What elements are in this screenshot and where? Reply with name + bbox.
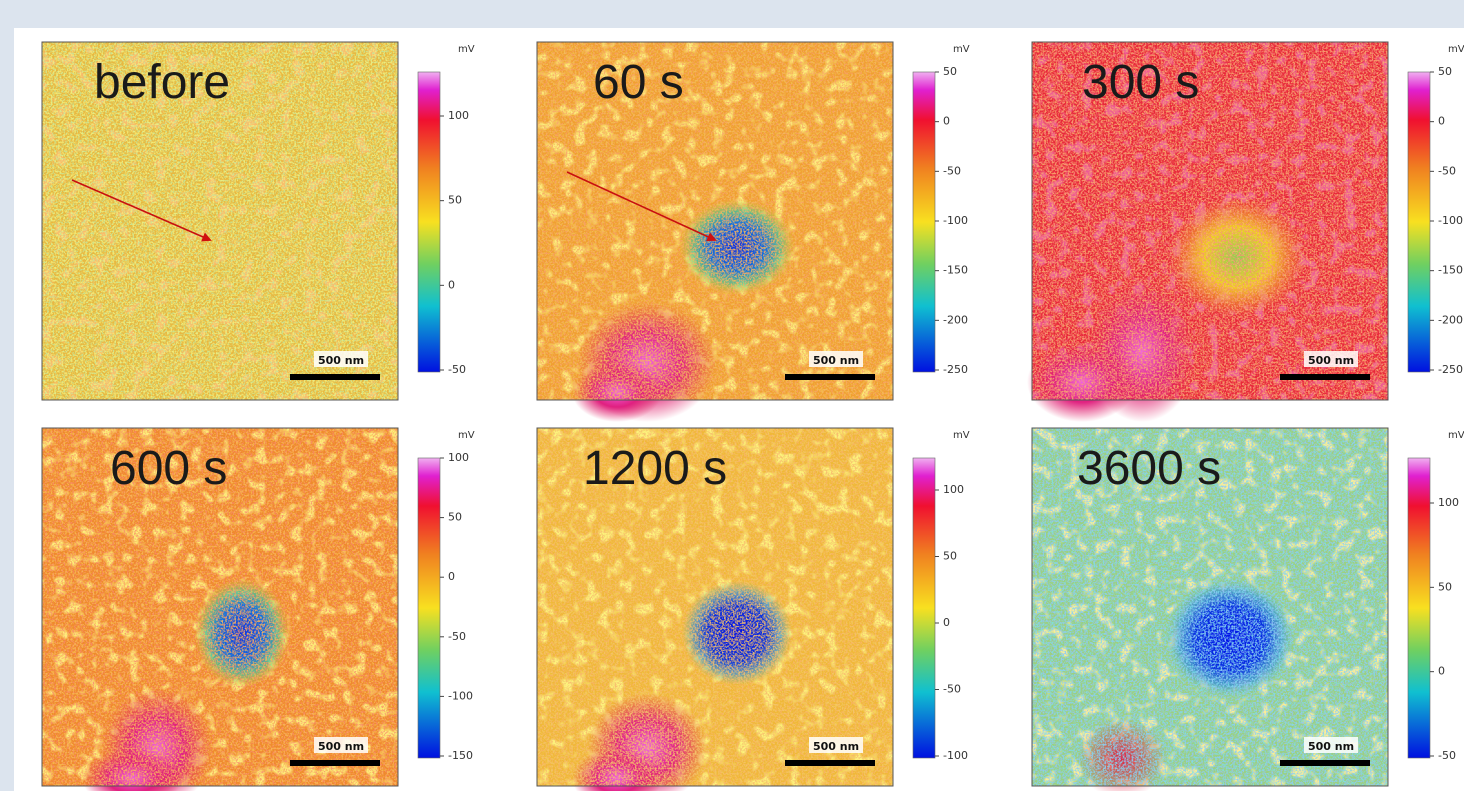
panel-label: before <box>94 56 230 109</box>
colorbar-tick-label: 50 <box>943 550 957 563</box>
speckle <box>537 428 893 786</box>
colorbar-tick-label: 50 <box>448 194 462 207</box>
colorbar <box>1407 457 1431 759</box>
colorbar-tick-label: -100 <box>448 689 473 702</box>
scale-bar <box>290 374 380 380</box>
colorbar-tick-label: 100 <box>448 109 469 122</box>
scale-bar <box>290 760 380 766</box>
panel-label: 600 s <box>110 442 227 495</box>
scale-bar <box>785 760 875 766</box>
colorbar-tick-label: 0 <box>448 570 455 583</box>
speckle <box>42 428 398 786</box>
colorbar-tick-label: -150 <box>943 264 968 277</box>
colorbar-tick-label: -50 <box>943 683 961 696</box>
colorbar <box>1407 71 1431 373</box>
colorbar <box>417 457 441 759</box>
colorbar-tick-label: -100 <box>943 749 968 762</box>
speckle <box>1032 42 1388 400</box>
scale-bar <box>785 374 875 380</box>
panel: 1200 s 500 nm mV 100 50 0 -50 -100 <box>536 427 970 791</box>
map-frame <box>41 41 399 401</box>
map-frame <box>536 41 894 401</box>
panel: 600 s 500 nm mV 100 50 0 -50 -100 -150 <box>41 427 475 791</box>
arrow <box>566 171 717 242</box>
colorbar-tick-label: -50 <box>448 363 466 376</box>
scale-bar-label-bg <box>314 737 368 753</box>
map-frame <box>1031 41 1389 401</box>
panel-label: 1200 s <box>583 442 727 495</box>
colorbar-tick-label: 0 <box>448 278 455 291</box>
scale-bar-label-bg <box>809 351 863 367</box>
colorbar-tick-label: 50 <box>1438 580 1452 593</box>
colorbar-tick-label: -250 <box>943 363 968 376</box>
colorbar <box>912 71 936 373</box>
potential-map <box>41 427 399 791</box>
colorbar-tick-label: 100 <box>943 483 964 496</box>
scale-bar-label: 500 nm <box>813 354 859 367</box>
colorbar-tick-label: 0 <box>1438 665 1445 678</box>
potential-map <box>1031 427 1389 791</box>
colorbar-unit: mV <box>1448 44 1464 55</box>
colorbar <box>417 71 441 373</box>
colorbar-unit: mV <box>953 44 970 55</box>
potential-map <box>1027 41 1389 422</box>
scale-bar-label: 500 nm <box>1308 354 1354 367</box>
scale-bar <box>1280 374 1370 380</box>
scale-bar-label-bg <box>314 351 368 367</box>
colorbar-tick-label: -150 <box>1438 264 1463 277</box>
colorbar-unit: mV <box>953 430 970 441</box>
colorbar-tick-label: -100 <box>1438 214 1463 227</box>
panel-label: 300 s <box>1082 56 1199 109</box>
colorbar-tick-label: -100 <box>943 214 968 227</box>
colorbar <box>912 457 936 759</box>
map-frame <box>1031 427 1389 787</box>
colorbar-tick-label: 0 <box>1438 115 1445 128</box>
scale-bar-label: 500 nm <box>318 354 364 367</box>
panel: before 500 nm mV 100 50 0 -50 <box>41 41 475 401</box>
colorbar-tick-label: 50 <box>943 65 957 78</box>
colorbar-tick-label: 50 <box>1438 65 1452 78</box>
colorbar-tick-label: 0 <box>943 616 950 629</box>
scale-bar-label: 500 nm <box>1308 740 1354 753</box>
colorbar-tick-label: -50 <box>1438 749 1456 762</box>
panel-label: 60 s <box>593 56 684 109</box>
scale-bar-label-bg <box>1304 737 1358 753</box>
colorbar-unit: mV <box>1448 430 1464 441</box>
colorbar-tick-label: -50 <box>448 630 466 643</box>
panel-label: 3600 s <box>1077 442 1221 495</box>
scale-bar-label: 500 nm <box>318 740 364 753</box>
panel: 60 s 500 nm mV 50 0 -50 -100 -150 -200 -250 <box>536 41 970 422</box>
colorbar-tick-label: 0 <box>943 115 950 128</box>
scale-bar-label-bg <box>1304 351 1358 367</box>
colorbar-tick-label: -200 <box>943 313 968 326</box>
speckle <box>1032 428 1388 786</box>
speckle <box>42 42 398 400</box>
colorbar-tick-label: -150 <box>448 749 473 762</box>
colorbar-tick-label: -50 <box>1438 164 1456 177</box>
colorbar-tick-label: 100 <box>1438 496 1459 509</box>
colorbar-tick-label: -50 <box>943 164 961 177</box>
panel: 3600 s 500 nm mV 100 50 0 -50 <box>1031 427 1464 791</box>
map-frame <box>41 427 399 787</box>
colorbar-unit: mV <box>458 430 475 441</box>
colorbar-tick-label: -200 <box>1438 313 1463 326</box>
scale-bar-label: 500 nm <box>813 740 859 753</box>
panel: 300 s 500 nm mV 50 0 -50 -100 -150 -200 -250 <box>1027 41 1464 422</box>
scale-bar <box>1280 760 1370 766</box>
colorbar-tick-label: -250 <box>1438 363 1463 376</box>
colorbar-tick-label: 100 <box>448 451 469 464</box>
potential-map <box>536 41 894 422</box>
colorbar-unit: mV <box>458 44 475 55</box>
speckle <box>537 42 893 400</box>
scale-bar-label-bg <box>809 737 863 753</box>
arrow <box>71 179 212 242</box>
map-frame <box>536 427 894 787</box>
potential-map <box>536 427 894 791</box>
colorbar-tick-label: 50 <box>448 511 462 524</box>
potential-map <box>41 41 399 401</box>
panels: before 500 nm mV 100 50 0 -50 60 s 500 nm mV 50 0 -5… <box>41 41 1464 791</box>
